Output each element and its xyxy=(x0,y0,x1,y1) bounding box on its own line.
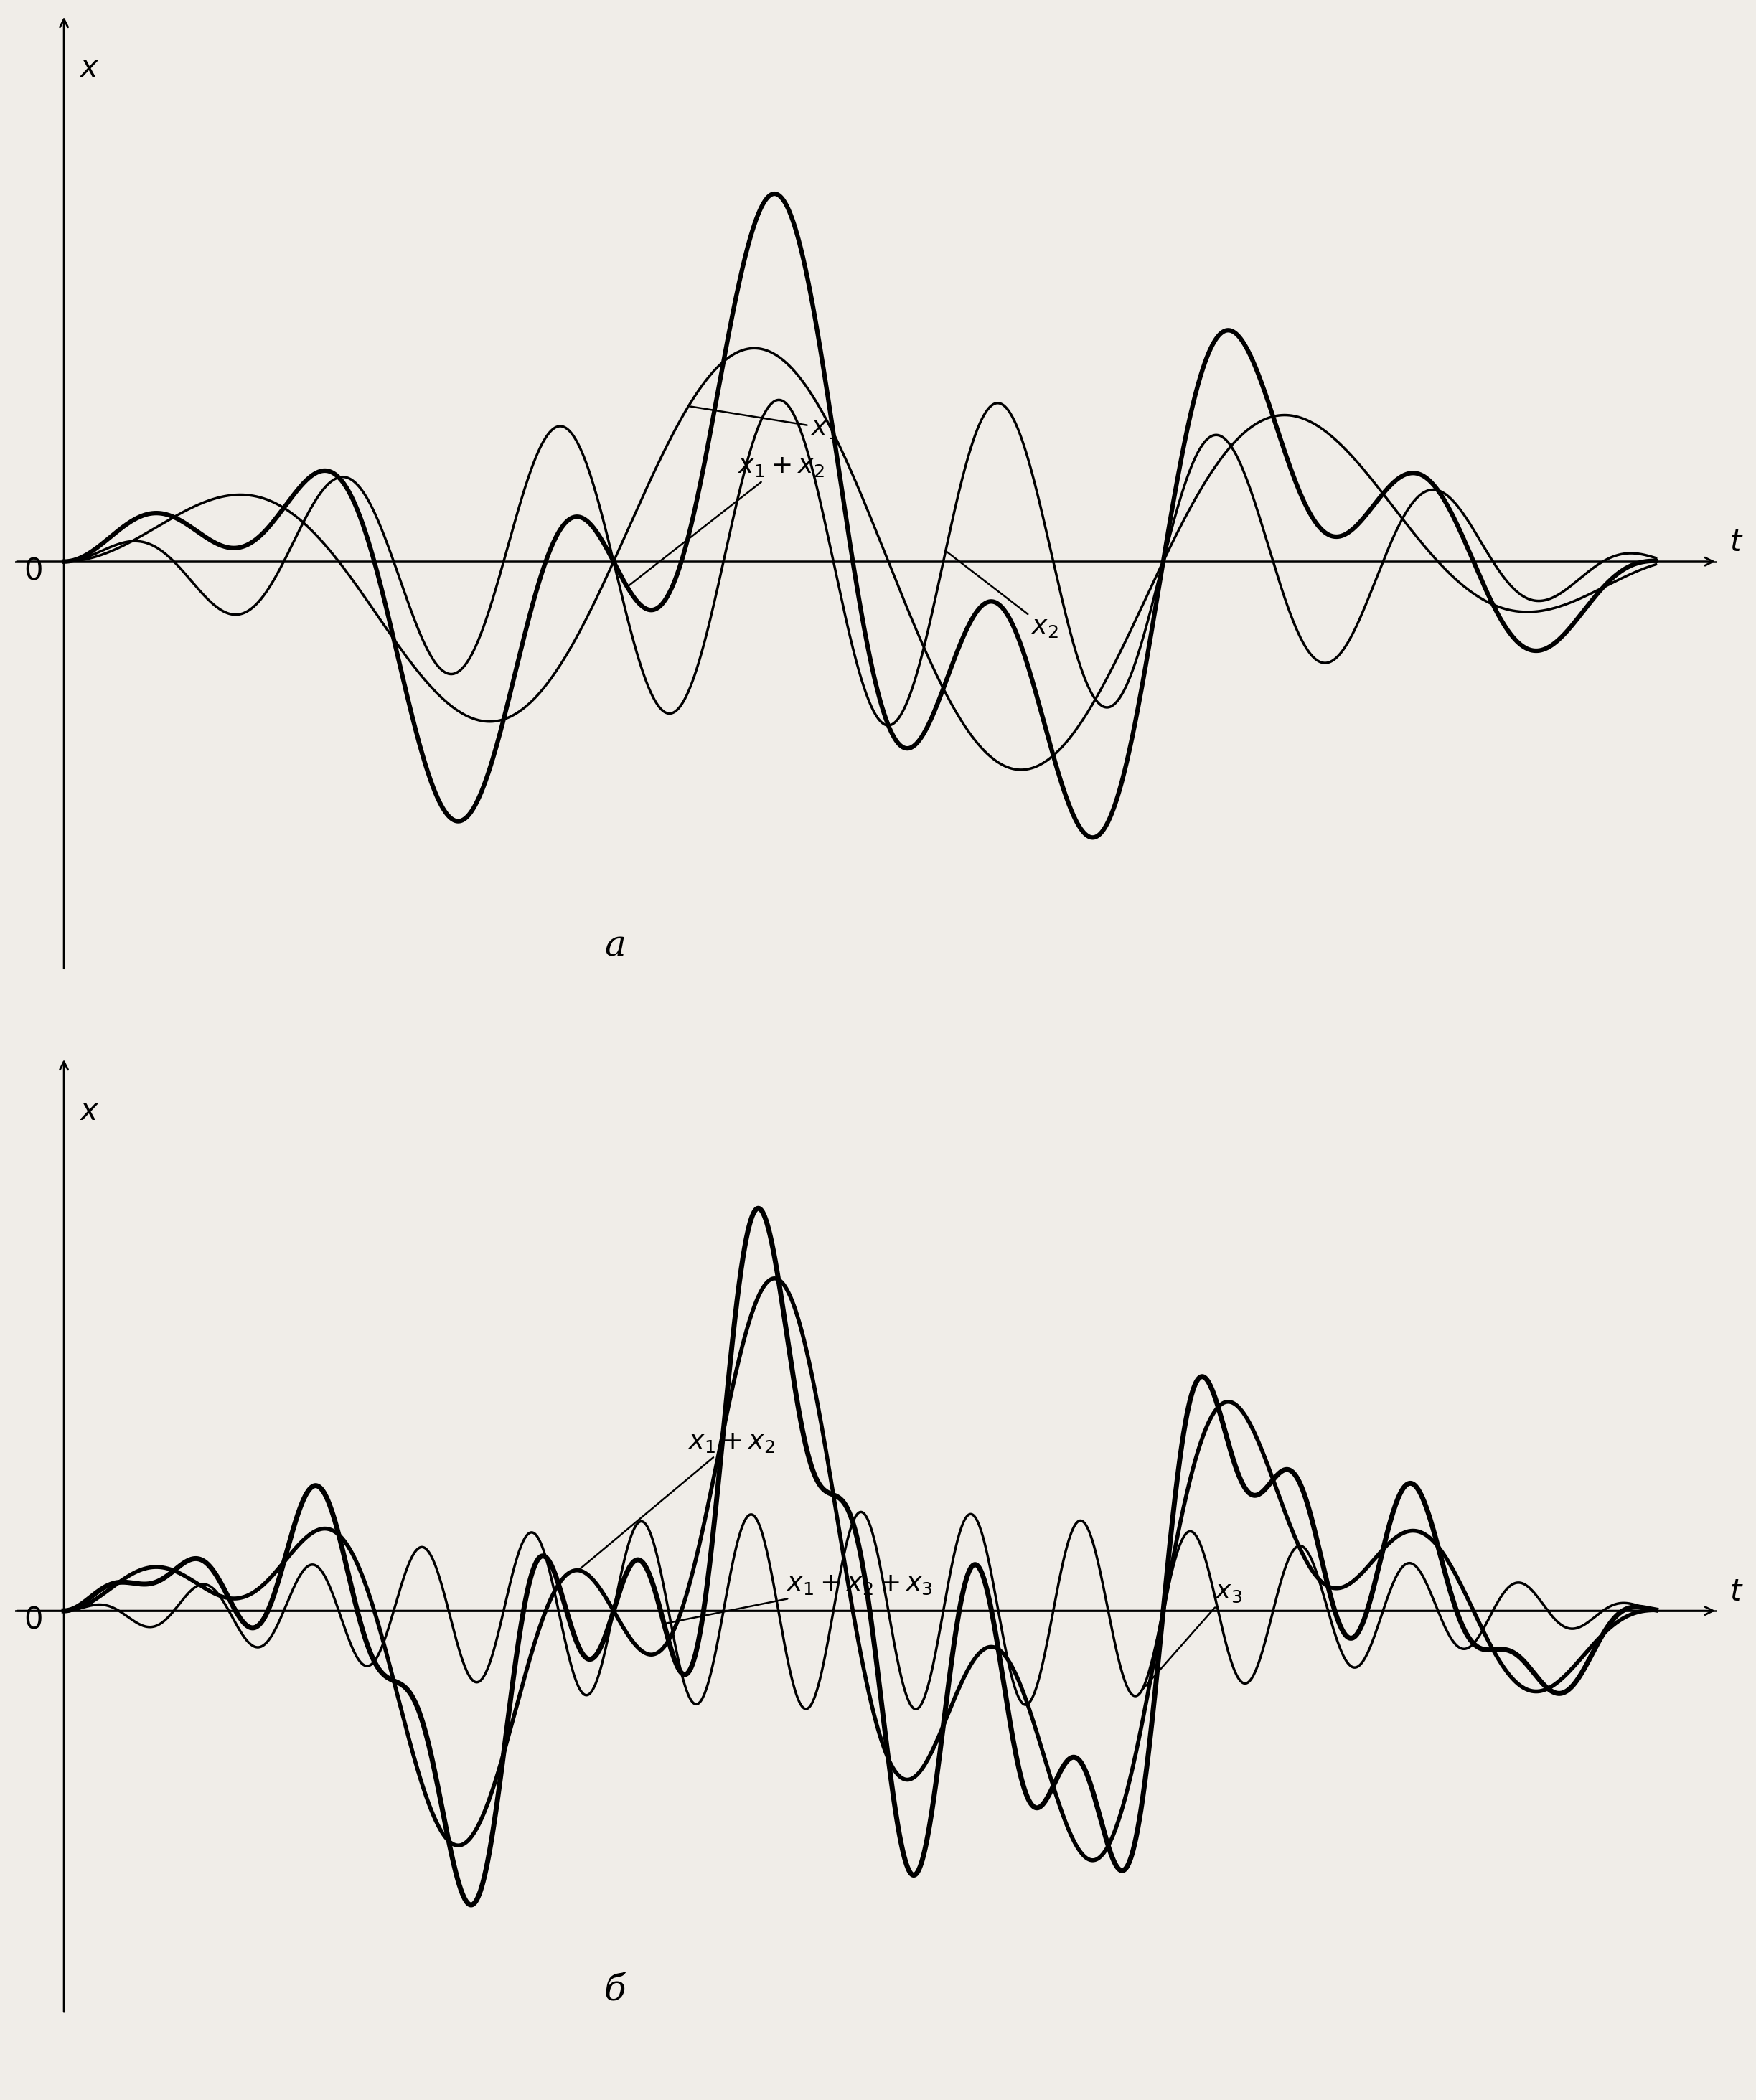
Text: $x_1+x_2+x_3$: $x_1+x_2+x_3$ xyxy=(666,1573,932,1623)
Text: $x_1+x_2$: $x_1+x_2$ xyxy=(629,454,824,586)
Text: $x_2$: $x_2$ xyxy=(946,552,1059,640)
Text: $0$: $0$ xyxy=(23,1604,42,1634)
Text: б: б xyxy=(604,1972,625,2008)
Text: $0$: $0$ xyxy=(23,554,42,586)
Text: $x$: $x$ xyxy=(79,1096,98,1126)
Text: $x$: $x$ xyxy=(79,52,98,84)
Text: $t$: $t$ xyxy=(1730,527,1744,557)
Text: $x_1$: $x_1$ xyxy=(690,407,838,441)
Text: a: a xyxy=(604,928,625,964)
Text: $x_3$: $x_3$ xyxy=(1143,1579,1243,1688)
Text: $t$: $t$ xyxy=(1730,1577,1744,1607)
Text: $x_1+x_2$: $x_1+x_2$ xyxy=(579,1430,774,1569)
